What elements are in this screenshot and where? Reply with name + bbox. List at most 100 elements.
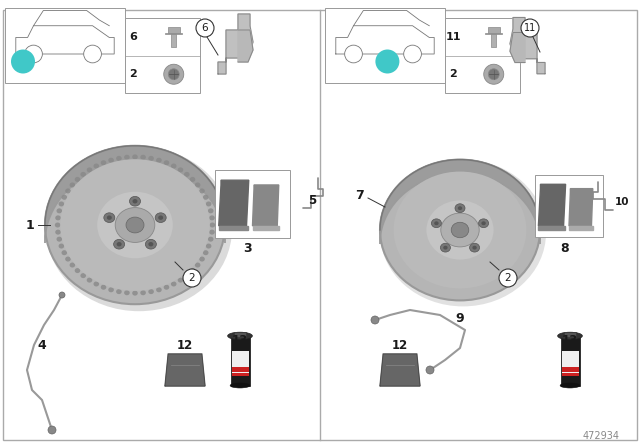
Text: 13: 13	[562, 333, 578, 346]
Ellipse shape	[164, 64, 184, 84]
Ellipse shape	[178, 168, 183, 172]
Text: 2: 2	[129, 69, 137, 79]
Polygon shape	[380, 354, 420, 386]
Ellipse shape	[104, 213, 115, 223]
Ellipse shape	[380, 159, 540, 301]
Text: 6: 6	[129, 32, 137, 42]
Ellipse shape	[93, 164, 99, 168]
Ellipse shape	[156, 158, 162, 163]
Ellipse shape	[426, 200, 493, 259]
Text: 9: 9	[456, 311, 464, 324]
Ellipse shape	[65, 257, 71, 262]
Ellipse shape	[168, 69, 179, 80]
Text: 2: 2	[505, 273, 511, 283]
Ellipse shape	[451, 222, 468, 238]
Text: 3: 3	[244, 241, 252, 254]
Ellipse shape	[444, 246, 447, 250]
Text: 5: 5	[308, 194, 316, 207]
Ellipse shape	[481, 221, 486, 225]
Ellipse shape	[126, 217, 144, 233]
Circle shape	[499, 269, 517, 287]
Ellipse shape	[171, 164, 177, 168]
Ellipse shape	[84, 45, 101, 63]
Ellipse shape	[97, 192, 173, 258]
Ellipse shape	[45, 146, 225, 304]
Bar	[325, 8, 445, 82]
Ellipse shape	[59, 244, 64, 249]
Ellipse shape	[164, 160, 170, 165]
Ellipse shape	[61, 195, 67, 200]
Ellipse shape	[345, 45, 362, 63]
Ellipse shape	[184, 273, 189, 278]
Bar	[125, 18, 200, 93]
Ellipse shape	[155, 213, 166, 223]
Text: 472934: 472934	[583, 431, 620, 441]
Ellipse shape	[75, 268, 80, 273]
Ellipse shape	[107, 215, 112, 220]
Bar	[232, 351, 248, 375]
Ellipse shape	[470, 243, 479, 252]
Polygon shape	[218, 14, 253, 74]
Text: 8: 8	[561, 241, 570, 254]
Ellipse shape	[124, 155, 130, 160]
Circle shape	[521, 19, 539, 37]
Ellipse shape	[86, 278, 92, 283]
Ellipse shape	[140, 155, 146, 160]
Ellipse shape	[65, 189, 71, 194]
Text: 10: 10	[615, 197, 629, 207]
Text: 4: 4	[38, 339, 46, 352]
Ellipse shape	[108, 158, 114, 163]
Ellipse shape	[55, 215, 61, 220]
Ellipse shape	[100, 160, 106, 165]
Ellipse shape	[208, 237, 214, 241]
Ellipse shape	[158, 215, 163, 220]
Ellipse shape	[380, 159, 546, 306]
Ellipse shape	[455, 204, 465, 213]
Ellipse shape	[60, 159, 210, 291]
Bar	[230, 336, 250, 385]
Ellipse shape	[115, 207, 155, 242]
Ellipse shape	[48, 426, 56, 434]
Ellipse shape	[70, 182, 75, 187]
Circle shape	[11, 49, 35, 73]
Ellipse shape	[178, 278, 183, 283]
Bar	[535, 175, 603, 237]
Text: 7: 7	[356, 189, 364, 202]
Ellipse shape	[124, 290, 130, 295]
Polygon shape	[45, 146, 225, 243]
Polygon shape	[538, 226, 565, 229]
Ellipse shape	[56, 237, 62, 241]
Text: 12: 12	[392, 339, 408, 352]
Ellipse shape	[81, 273, 86, 278]
Ellipse shape	[203, 195, 209, 200]
Ellipse shape	[59, 202, 64, 207]
Ellipse shape	[56, 208, 62, 213]
Ellipse shape	[472, 246, 477, 250]
Ellipse shape	[230, 383, 250, 388]
Ellipse shape	[86, 168, 92, 172]
Ellipse shape	[132, 291, 138, 296]
Ellipse shape	[458, 206, 462, 210]
Ellipse shape	[394, 172, 527, 289]
Bar	[171, 34, 177, 47]
Bar	[485, 33, 502, 34]
Ellipse shape	[189, 268, 195, 273]
Ellipse shape	[371, 316, 379, 324]
Ellipse shape	[206, 244, 211, 249]
Ellipse shape	[189, 177, 195, 182]
Ellipse shape	[70, 263, 75, 267]
Ellipse shape	[195, 182, 200, 187]
Ellipse shape	[100, 285, 106, 290]
Bar	[564, 332, 576, 336]
Text: 12: 12	[177, 339, 193, 352]
Ellipse shape	[184, 172, 189, 177]
Ellipse shape	[55, 223, 60, 228]
Ellipse shape	[116, 289, 122, 294]
Circle shape	[196, 19, 214, 37]
Ellipse shape	[171, 281, 177, 286]
Polygon shape	[253, 226, 279, 230]
Ellipse shape	[203, 250, 209, 255]
Circle shape	[376, 49, 399, 73]
Ellipse shape	[209, 230, 215, 235]
Ellipse shape	[114, 239, 125, 249]
